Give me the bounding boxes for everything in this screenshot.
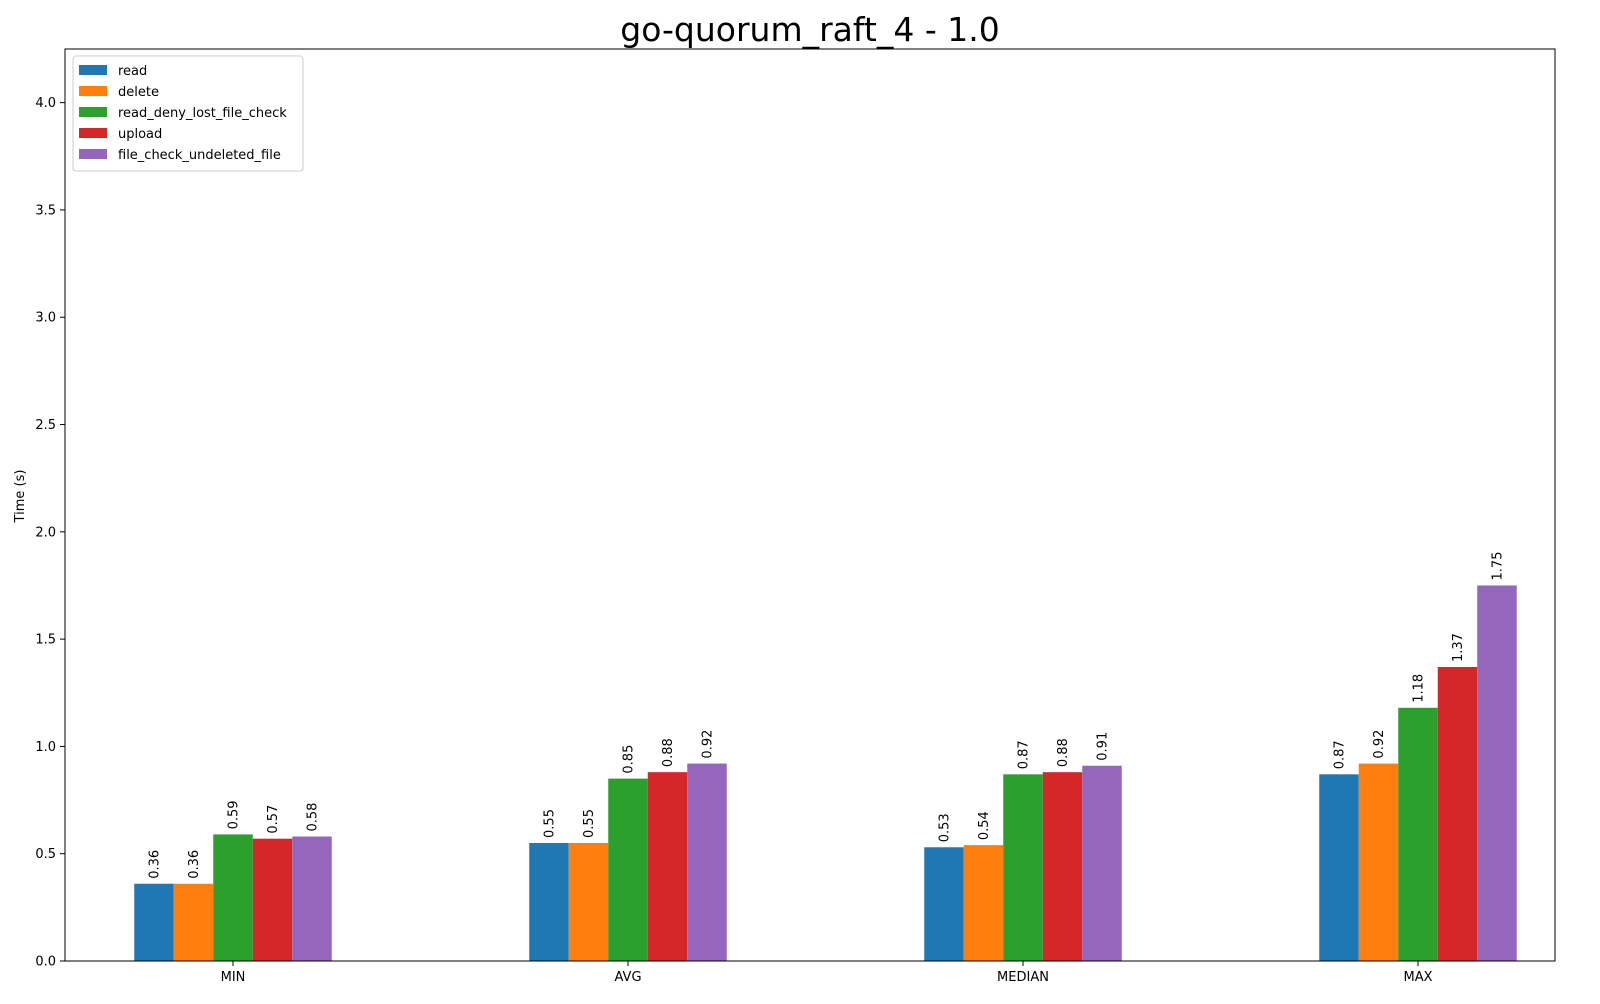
legend-swatch: [79, 86, 107, 96]
legend-label: file_check_undeleted_file: [118, 148, 281, 163]
bar-value-label: 0.36: [148, 850, 163, 879]
bar-value-label: 0.88: [661, 738, 676, 767]
bar-max-upload: [1437, 667, 1478, 961]
x-tick-label: AVG: [614, 970, 641, 985]
bar-avg-read_deny_lost_file_check: [608, 778, 648, 961]
legend-swatch: [79, 149, 107, 159]
bar-max-file_check_undeleted_file: [1477, 585, 1517, 961]
bar-value-label: 0.85: [622, 745, 637, 774]
bar-value-label: 1.37: [1451, 633, 1466, 662]
bar-value-label: 1.75: [1491, 552, 1506, 581]
y-axis-label: Time (s): [13, 470, 28, 524]
bar-median-read_deny_lost_file_check: [1003, 774, 1043, 961]
bar-max-read_deny_lost_file_check: [1398, 707, 1438, 961]
bar-median-file_check_undeleted_file: [1082, 765, 1122, 961]
bar-value-label: 0.92: [1372, 730, 1387, 759]
bar-value-label: 0.87: [1333, 740, 1348, 769]
bar-value-label: 0.54: [977, 811, 992, 840]
bar-value-label: 0.55: [543, 809, 558, 838]
bar-value-label: 0.58: [306, 803, 321, 832]
y-tick-label: 3.0: [35, 311, 56, 326]
plot-area: 0.0 0.5 1.0 1.5 2.0 2.5 3.0 3.5 4.0 0.36 0.36 0.59 0…: [35, 48, 1556, 985]
y-tick-label: 0.5: [35, 847, 56, 862]
bar-value-label: 0.87: [1017, 740, 1032, 769]
chart-title: go-quorum_raft_4 - 1.0: [620, 10, 999, 49]
bar-avg-delete: [568, 842, 609, 961]
bar-avg-file_check_undeleted_file: [687, 763, 727, 961]
bar-min-delete: [173, 883, 214, 961]
bar-max-read: [1319, 774, 1359, 961]
legend-label: read_deny_lost_file_check: [118, 106, 287, 121]
bar-value-label: 0.59: [227, 800, 242, 829]
x-tick-label: MAX: [1403, 970, 1432, 985]
bar-median-delete: [963, 845, 1004, 961]
legend-label: read: [118, 64, 147, 79]
bar-value-label: 0.88: [1056, 738, 1071, 767]
bar-value-label: 1.18: [1412, 674, 1427, 703]
y-tick-label: 3.5: [35, 203, 56, 218]
bar-value-label: 0.36: [187, 850, 202, 879]
x-tick-label: MIN: [221, 970, 246, 985]
bar-median-read: [924, 847, 964, 961]
bar-avg-read: [529, 842, 569, 961]
plot-frame: [64, 48, 1556, 962]
legend-swatch: [79, 65, 107, 75]
bar-value-label: 0.91: [1096, 732, 1111, 761]
y-tick-label: 2.5: [35, 418, 56, 433]
bar-avg-upload: [647, 772, 688, 961]
legend-box: [72, 55, 304, 172]
bar-min-upload: [252, 838, 293, 961]
bar-value-label: 0.57: [266, 805, 281, 834]
bar-value-label: 0.92: [701, 730, 716, 759]
bar-min-file_check_undeleted_file: [292, 836, 332, 961]
legend-swatch: [79, 128, 107, 138]
legend-label: upload: [118, 127, 162, 142]
legend-swatch: [79, 107, 107, 117]
bar-max-delete: [1358, 763, 1399, 961]
y-tick-label: 0.0: [35, 955, 56, 970]
bar-value-label: 0.55: [582, 809, 597, 838]
legend-label: delete: [118, 85, 159, 100]
y-tick-label: 1.0: [35, 740, 56, 755]
y-tick-label: 4.0: [35, 96, 56, 111]
y-tick-label: 2.0: [35, 525, 56, 540]
x-tick-label: MEDIAN: [997, 970, 1049, 985]
bar-median-upload: [1042, 772, 1083, 961]
bar-value-label: 0.53: [938, 813, 953, 842]
bar-min-read_deny_lost_file_check: [213, 834, 253, 961]
y-tick-label: 1.5: [35, 633, 56, 648]
bar-min-read: [134, 883, 174, 961]
